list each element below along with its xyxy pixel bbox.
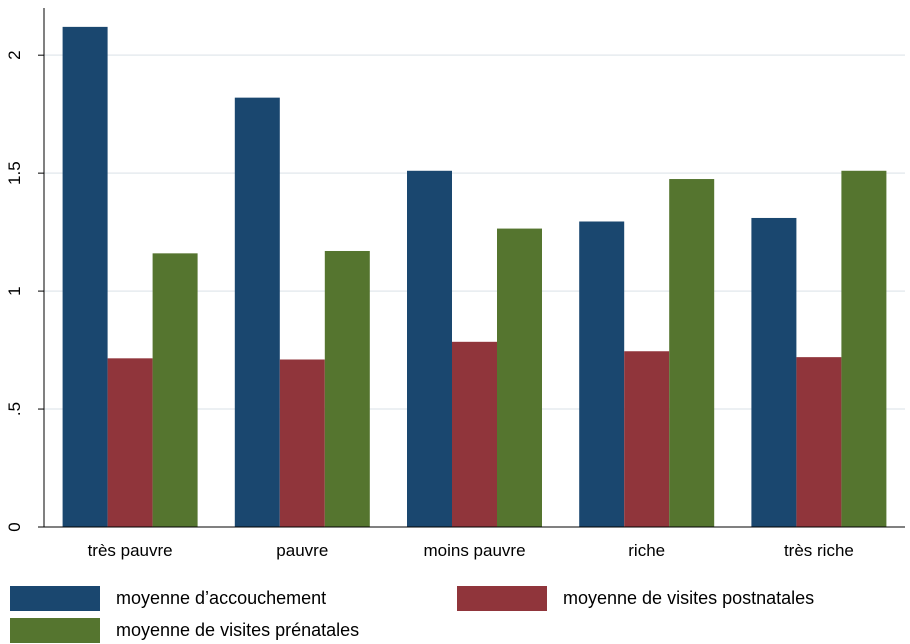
x-tick-label-0: très pauvre bbox=[88, 541, 173, 560]
legend-swatch-series-3 bbox=[10, 618, 100, 643]
bar-series3-3 bbox=[669, 179, 715, 527]
bar-series3-2 bbox=[497, 228, 542, 527]
bar-series2-4 bbox=[796, 357, 842, 527]
legend-swatch-series-2 bbox=[457, 586, 547, 611]
bar-series2-3 bbox=[624, 351, 670, 527]
legend-label-series-3: moyenne de visites prénatales bbox=[116, 620, 360, 640]
legend-label-series-1: moyenne d’accouchement bbox=[116, 588, 327, 608]
bar-series2-0 bbox=[107, 358, 153, 527]
bar-series3-1 bbox=[324, 250, 370, 527]
legend-item-series-2: moyenne de visites postnatales bbox=[457, 586, 814, 611]
bar-series3-0 bbox=[152, 253, 198, 527]
bar-series1-1 bbox=[234, 97, 280, 528]
bar-series1-4 bbox=[751, 217, 797, 527]
bar-series2-1 bbox=[279, 359, 325, 527]
x-tick-label-4: très riche bbox=[784, 541, 854, 560]
y-tick-label-3: 1.5 bbox=[5, 161, 24, 185]
bar-series1-3 bbox=[579, 221, 625, 527]
legend-label-series-2: moyenne de visites postnatales bbox=[563, 588, 815, 608]
bar-series3-4 bbox=[841, 170, 887, 527]
legend-swatch-series-1 bbox=[10, 586, 100, 611]
legend-item-series-1: moyenne d’accouchement bbox=[10, 586, 326, 611]
y-tick-label-0: 0 bbox=[5, 522, 24, 531]
bar-chart-plot: très pauvre pauvre moins pauvre riche très r… bbox=[5, 8, 905, 560]
x-tick-label-1: pauvre bbox=[276, 541, 328, 560]
x-tick-label-3: riche bbox=[628, 541, 665, 560]
legend: moyenne d’accouchement moyenne de visite… bbox=[0, 586, 910, 644]
y-tick-label-1: .5 bbox=[5, 402, 24, 416]
bar-series1-2 bbox=[407, 170, 452, 527]
legend-item-series-3: moyenne de visites prénatales bbox=[10, 618, 359, 643]
y-tick-label-4: 2 bbox=[5, 50, 24, 59]
y-tick-label-2: 1 bbox=[5, 286, 24, 295]
bar-series2-2 bbox=[452, 341, 497, 527]
x-tick-label-2: moins pauvre bbox=[423, 541, 525, 560]
bar-series1-0 bbox=[62, 26, 108, 527]
